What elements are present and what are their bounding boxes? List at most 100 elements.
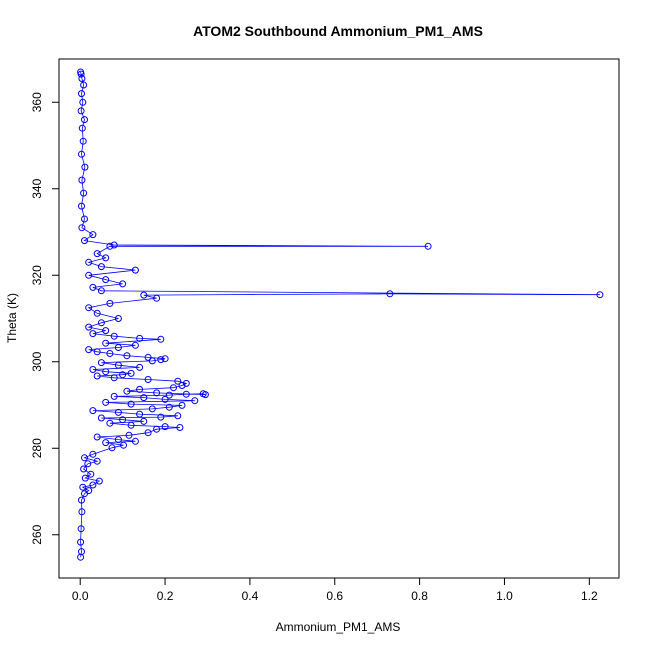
data-point: [106, 419, 114, 427]
data-point: [161, 423, 169, 431]
x-axis: 0.0 0.2 0.4 0.6 0.8 1.0 1.2: [72, 577, 598, 603]
y-axis-label: Theta (K): [5, 293, 19, 343]
data-point: [106, 299, 114, 307]
data-point: [144, 429, 152, 437]
data-point: [93, 250, 101, 258]
data-point: [123, 387, 131, 395]
data-point: [79, 98, 87, 106]
data-point: [102, 276, 110, 284]
data-point: [127, 369, 135, 377]
data-point: [131, 341, 139, 349]
data-point: [153, 389, 161, 397]
data-point: [78, 508, 86, 516]
data-point: [140, 291, 148, 299]
data-point: [176, 424, 184, 431]
data-point: [114, 408, 122, 416]
data-point: [119, 371, 127, 379]
data-point: [102, 439, 110, 447]
data-point: [89, 450, 97, 458]
data-point: [85, 323, 93, 331]
x-tick-label: 0.4: [242, 589, 259, 603]
data-point: [85, 346, 93, 354]
data-point: [97, 287, 105, 295]
y-tick-label: 360: [30, 92, 44, 112]
x-tick-label: 1.0: [496, 589, 513, 603]
data-point: [110, 241, 118, 249]
data-point: [165, 403, 173, 411]
data-point: [110, 374, 118, 382]
x-tick-label: 0.2: [157, 589, 174, 603]
data-point: [78, 202, 85, 210]
data-point: [157, 413, 165, 421]
series-line: [80, 71, 600, 558]
data-point: [153, 294, 161, 302]
data-point: [110, 392, 118, 400]
plot-frame: [58, 58, 620, 579]
data-point: [81, 215, 88, 223]
data-point: [102, 254, 110, 262]
data-point: [119, 416, 127, 424]
data-point: [95, 477, 103, 485]
data-point: [77, 68, 85, 76]
data-point: [106, 350, 114, 357]
data-point: [127, 421, 135, 429]
y-tick-label: 260: [30, 524, 44, 544]
data-point: [93, 433, 101, 441]
data-point: [136, 363, 144, 371]
data-point: [79, 137, 87, 145]
data-point: [157, 356, 165, 364]
data-point: [174, 377, 182, 385]
data-point: [102, 398, 110, 406]
data-point: [78, 496, 85, 504]
data-point: [78, 176, 86, 184]
data-point: [85, 271, 93, 279]
data-point: [97, 263, 105, 271]
data-point: [81, 116, 88, 124]
data-point: [102, 327, 110, 335]
data-point: [93, 309, 101, 317]
data-point: [114, 436, 122, 444]
data-point: [170, 384, 177, 392]
data-point: [89, 481, 97, 489]
data-point: [424, 242, 432, 250]
data-point: [78, 224, 86, 232]
y-tick-label: 320: [30, 265, 44, 285]
data-point: [161, 355, 169, 363]
data-point: [136, 385, 144, 393]
data-point: [89, 283, 97, 291]
data-point: [386, 290, 394, 298]
data-point: [84, 460, 92, 468]
x-axis-label: Ammonium_PM1_AMS: [276, 620, 401, 634]
data-point: [81, 474, 89, 482]
data-point: [157, 335, 165, 343]
y-tick-label: 300: [30, 351, 44, 371]
data-point: [89, 330, 97, 338]
data-point: [161, 395, 169, 403]
data-point: [78, 124, 86, 132]
data-point: [178, 401, 186, 409]
data-point: [136, 410, 144, 418]
x-tick-label: 0.0: [72, 589, 89, 603]
data-point: [119, 280, 127, 288]
data-point: [81, 163, 89, 171]
data-point: [114, 315, 122, 322]
data-point: [148, 357, 156, 365]
data-point: [89, 407, 97, 415]
data-point: [89, 366, 97, 373]
data-point: [201, 391, 209, 399]
data-point: [148, 405, 156, 413]
data-point: [97, 414, 105, 422]
data-point: [131, 437, 139, 445]
data-point: [79, 483, 87, 491]
data-point: [102, 339, 110, 347]
data-point: [97, 359, 105, 367]
data-point: [114, 361, 122, 369]
data-point: [182, 379, 190, 387]
data-point: [127, 400, 135, 408]
data-point: [77, 538, 85, 546]
data-point: [80, 81, 88, 89]
data-point: [144, 376, 152, 383]
data-point: [81, 454, 88, 462]
data-point: [102, 368, 110, 376]
data-point: [78, 75, 86, 82]
